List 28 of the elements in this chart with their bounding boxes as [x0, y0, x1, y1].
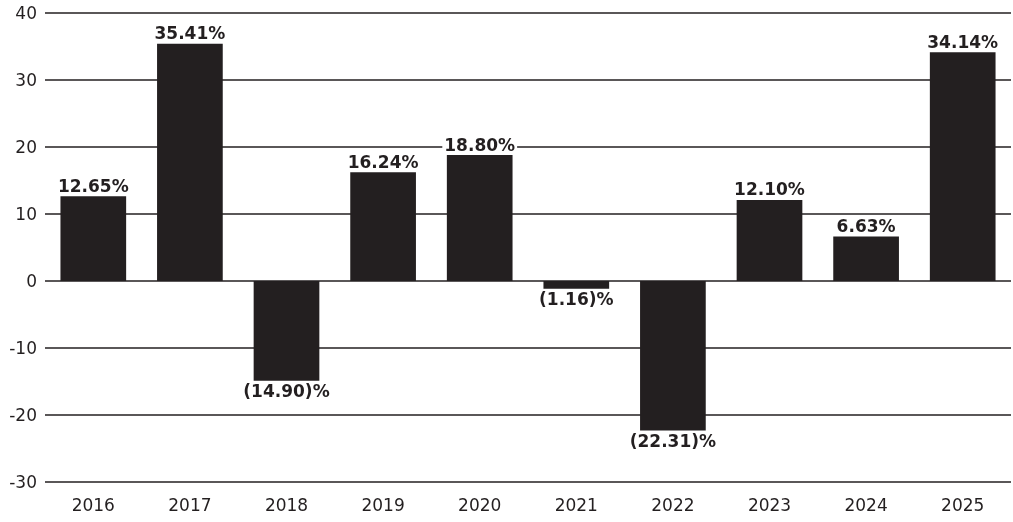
x-tick-label: 2016 [71, 494, 115, 515]
y-tick-label: -20 [9, 405, 37, 425]
data-label: 6.63% [836, 216, 896, 237]
data-label: (1.16)% [539, 289, 614, 310]
x-tick-label: 2021 [554, 494, 598, 515]
x-tick-label: 2017 [168, 494, 212, 515]
y-tick-label: -10 [9, 338, 37, 358]
data-label: 18.80% [444, 134, 516, 155]
x-tick-label: 2018 [264, 494, 309, 515]
x-tick-label: 2020 [458, 494, 502, 515]
data-label: 12.10% [734, 179, 805, 200]
data-label: 12.65% [57, 175, 129, 196]
x-tick-label: 2022 [651, 494, 695, 515]
y-tick-label: 10 [15, 204, 37, 224]
data-label: 16.24% [347, 151, 419, 172]
data-label: (14.90)% [243, 381, 330, 402]
y-tick-label: 20 [15, 137, 37, 157]
y-tick-label: 30 [15, 70, 37, 90]
data-label: 35.41% [154, 23, 226, 44]
data-label: (22.31)% [629, 430, 717, 451]
x-tick-label: 2024 [844, 494, 888, 515]
data-label: 34.14% [927, 31, 999, 52]
x-tick-label: 2019 [361, 494, 405, 515]
y-tick-label: -30 [9, 472, 37, 492]
x-tick-label: 2023 [747, 494, 792, 515]
x-tick-label: 2025 [941, 494, 985, 515]
y-tick-label: 0 [26, 271, 37, 291]
y-tick-label: 40 [15, 3, 37, 23]
